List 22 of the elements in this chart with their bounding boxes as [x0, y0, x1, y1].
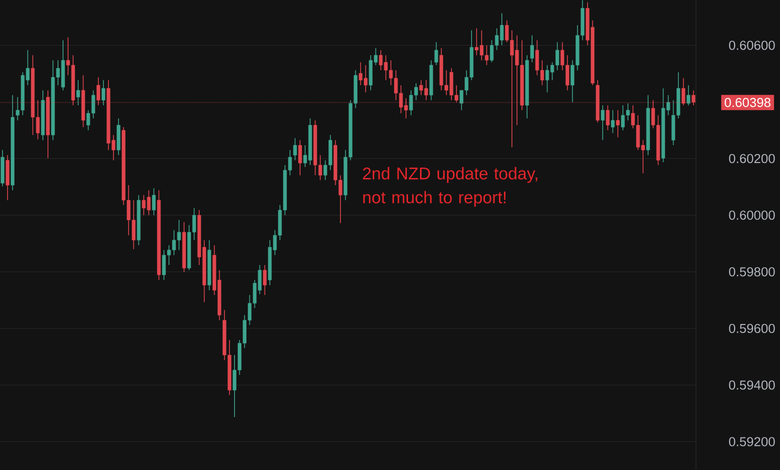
- ref-line-label: 0.60398: [724, 98, 770, 108]
- candlestick: [434, 42, 438, 66]
- annotation: 2nd NZD update today, not much to report!: [362, 167, 538, 207]
- candlestick: [606, 104, 610, 131]
- candlestick: [152, 188, 156, 216]
- candlestick: [293, 138, 297, 161]
- candlestick: [76, 80, 80, 106]
- y-tick-label: 0.59200: [729, 437, 775, 446]
- candlestick: [610, 110, 615, 134]
- y-tick-label: 0.60000: [729, 210, 775, 220]
- candlestick: [530, 34, 534, 63]
- candlestick: [102, 80, 106, 106]
- y-tick-label: 0.59600: [729, 324, 775, 334]
- y-tick-label: 0.59400: [729, 380, 775, 390]
- y-tick-label: 0.60600: [729, 40, 775, 50]
- y-tick-label: 0.60200: [729, 154, 775, 164]
- candlestick: [600, 104, 605, 141]
- candlestick: [686, 84, 690, 106]
- candlestick: [298, 140, 302, 176]
- candlestick: [262, 264, 267, 296]
- y-tick-label: 0.59800: [729, 267, 775, 276]
- candlestick: [616, 110, 620, 138]
